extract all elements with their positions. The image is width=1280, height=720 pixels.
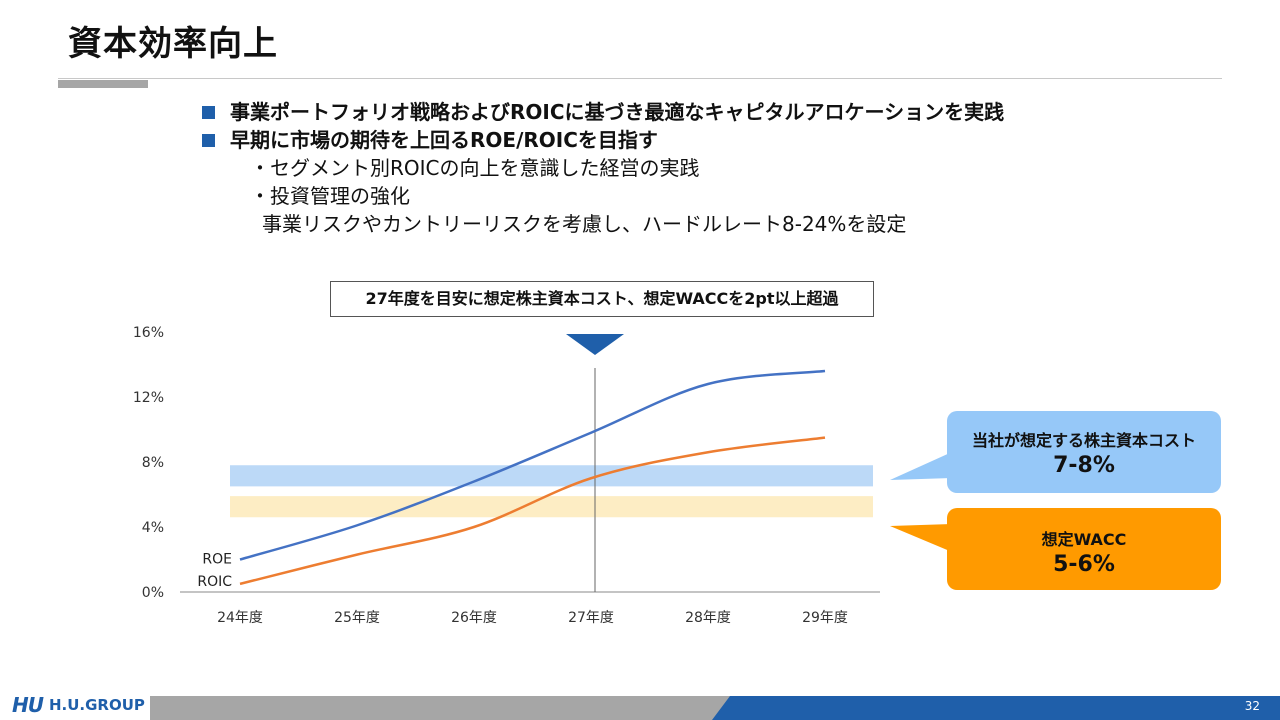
logo-mark: HU (12, 693, 44, 717)
sub-bullet-continuation: 事業リスクやカントリーリスクを考慮し、ハードルレート8-24%を設定 (262, 212, 907, 236)
bullet-text: 事業ポートフォリオ戦略およびROICに基づき最適なキャピタルアロケーションを実践 (230, 100, 1005, 124)
target-callout: 27年度を目安に想定株主資本コスト、想定WACCを2pt以上超過 (330, 281, 874, 317)
y-tick-label: 4% (142, 520, 164, 536)
cost-connector (890, 452, 952, 480)
page-title: 資本効率向上 (68, 24, 278, 64)
series-line-roe (239, 369, 826, 561)
y-tick-label: 16% (133, 325, 164, 341)
page-number: 32 (1244, 699, 1260, 713)
y-tick-label: 12% (133, 390, 164, 406)
wacc-annotation: 想定WACC 5-6% (947, 508, 1221, 590)
x-tick-label: 24年度 (217, 610, 263, 626)
bullet-text: 早期に市場の期待を上回るROE/ROICを目指す (230, 128, 658, 152)
cost-of-equity-annotation: 当社が想定する株主資本コスト 7-8% (947, 411, 1221, 493)
cost-of-equity-label: 当社が想定する株主資本コスト (971, 431, 1196, 450)
bullet-item: 事業ポートフォリオ戦略およびROICに基づき最適なキャピタルアロケーションを実践 (200, 98, 1004, 126)
y-tick-label: 0% (142, 585, 164, 601)
threshold-band-1 (230, 496, 873, 518)
title-accent-bar (58, 80, 148, 88)
series-label-roe: ROE (202, 552, 232, 568)
wacc-connector (890, 524, 952, 552)
footer-blue-bar (712, 696, 1280, 720)
bullet-item: 早期に市場の期待を上回るROE/ROICを目指す (200, 126, 1004, 154)
wacc-value: 5-6% (1053, 552, 1115, 577)
square-bullet-icon (202, 134, 215, 147)
x-tick-label: 28年度 (685, 610, 731, 626)
x-tick-label: 27年度 (568, 610, 614, 626)
x-tick-label: 29年度 (802, 610, 848, 626)
x-tick-label: 25年度 (334, 610, 380, 626)
series-label-roic: ROIC (197, 574, 232, 590)
title-divider (58, 78, 1222, 79)
logo-text: H.U.GROUP (48, 696, 145, 714)
square-bullet-icon (202, 106, 215, 119)
cost-of-equity-value: 7-8% (1053, 453, 1115, 478)
sub-bullet-item: ・セグメント別ROICの向上を意識した経営の実践 (250, 156, 700, 180)
y-tick-label: 8% (142, 455, 164, 471)
company-logo: HU H.U.GROUP (12, 693, 145, 717)
x-tick-label: 26年度 (451, 610, 497, 626)
series-line-roic (239, 436, 826, 586)
down-triangle-icon (566, 334, 624, 355)
wacc-label: 想定WACC (1041, 530, 1127, 549)
bullet-list: 事業ポートフォリオ戦略およびROICに基づき最適なキャピタルアロケーションを実践… (200, 98, 1004, 238)
footer-gray-bar (150, 696, 730, 720)
threshold-band-0 (230, 465, 873, 487)
sub-bullet-item: ・投資管理の強化 (250, 184, 410, 208)
